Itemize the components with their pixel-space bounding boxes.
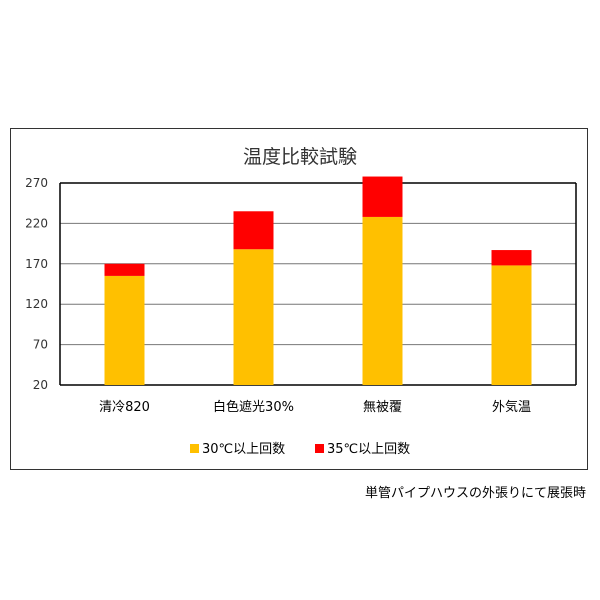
x-tick-label: 清冷820 [99,400,150,415]
bar-segment [491,250,532,266]
chart-title: 温度比較試験 [242,146,357,168]
x-tick-label: 白色遮光30% [213,399,294,415]
x-tick-label: 無被覆 [363,400,402,415]
bar-segment [491,265,532,385]
y-tick-label: 120 [25,297,48,311]
bar-segment [362,216,403,385]
y-tick-label: 220 [25,216,48,230]
bar-segment [233,249,274,385]
y-tick-label: 270 [25,176,48,190]
legend-swatch [190,444,199,453]
legend-label: 30℃以上回数 [202,442,285,457]
bar-segment [233,211,274,250]
footnote: 単管パイプハウスの外張りにて展張時 [364,486,586,501]
bar-segment [104,263,145,276]
x-tick-label: 外気温 [492,399,531,415]
legend-label: 35℃以上回数 [327,442,410,457]
bar-segment [362,176,403,217]
chart-frame [10,128,588,470]
y-tick-label: 70 [33,338,48,352]
y-tick-label: 170 [25,257,48,271]
bar-segment [104,275,145,385]
legend-swatch [315,444,324,453]
y-tick-label: 20 [33,378,48,392]
